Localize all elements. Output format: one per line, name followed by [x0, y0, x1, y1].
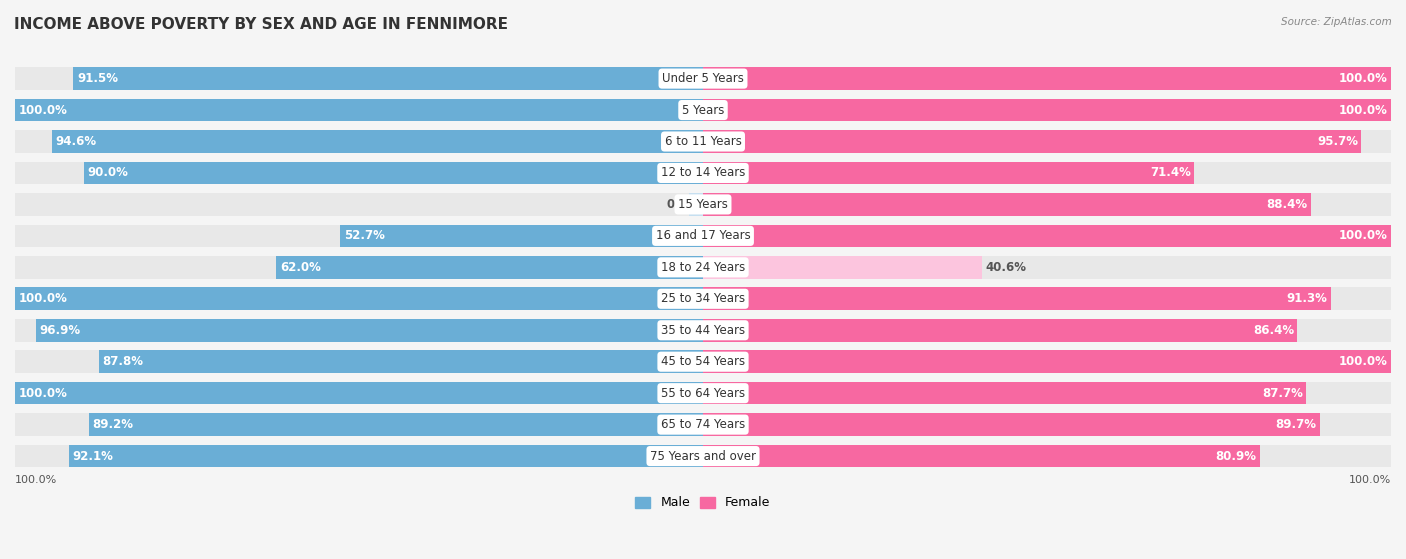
Bar [277, 256, 703, 278]
Bar [703, 99, 1391, 121]
Text: 15 Years: 15 Years [678, 198, 728, 211]
Text: 45 to 54 Years: 45 to 54 Years [661, 355, 745, 368]
Bar [703, 382, 1391, 405]
Text: 55 to 64 Years: 55 to 64 Years [661, 387, 745, 400]
Bar [703, 319, 1298, 342]
Bar [15, 382, 703, 405]
Bar [703, 413, 1320, 436]
Bar [703, 130, 1361, 153]
Text: 16 and 17 Years: 16 and 17 Years [655, 229, 751, 243]
Text: 89.7%: 89.7% [1275, 418, 1316, 431]
Bar [703, 193, 1391, 216]
Text: 100.0%: 100.0% [1339, 103, 1388, 116]
Bar [703, 130, 1391, 153]
Bar [15, 225, 703, 247]
Text: 100.0%: 100.0% [1348, 475, 1391, 485]
Bar [703, 350, 1391, 373]
Bar [703, 350, 1391, 373]
Bar [15, 287, 703, 310]
Text: 88.4%: 88.4% [1267, 198, 1308, 211]
Bar [84, 162, 703, 184]
Text: 100.0%: 100.0% [18, 292, 67, 305]
Text: 90.0%: 90.0% [87, 167, 128, 179]
Text: 96.9%: 96.9% [39, 324, 82, 337]
Bar [703, 445, 1391, 467]
Legend: Male, Female: Male, Female [630, 491, 776, 514]
Bar [15, 130, 703, 153]
Bar [689, 193, 703, 216]
Bar [15, 162, 703, 184]
Bar [703, 445, 1260, 467]
Text: 12 to 14 Years: 12 to 14 Years [661, 167, 745, 179]
Bar [703, 225, 1391, 247]
Text: 92.1%: 92.1% [73, 449, 114, 463]
Bar [703, 162, 1391, 184]
Bar [98, 350, 703, 373]
Bar [90, 413, 703, 436]
Bar [15, 445, 703, 467]
Bar [703, 287, 1391, 310]
Bar [703, 413, 1391, 436]
Bar [69, 445, 703, 467]
Bar [37, 319, 703, 342]
Bar [703, 67, 1391, 90]
Bar [703, 319, 1391, 342]
Text: 52.7%: 52.7% [344, 229, 385, 243]
Text: 89.2%: 89.2% [93, 418, 134, 431]
Bar [703, 287, 1331, 310]
Text: 62.0%: 62.0% [280, 261, 321, 274]
Text: INCOME ABOVE POVERTY BY SEX AND AGE IN FENNIMORE: INCOME ABOVE POVERTY BY SEX AND AGE IN F… [14, 17, 508, 32]
Text: 87.7%: 87.7% [1263, 387, 1303, 400]
Bar [15, 193, 703, 216]
Bar [703, 225, 1391, 247]
Text: 94.6%: 94.6% [56, 135, 97, 148]
Bar [15, 413, 703, 436]
Text: 25 to 34 Years: 25 to 34 Years [661, 292, 745, 305]
Text: 5 Years: 5 Years [682, 103, 724, 116]
Bar [15, 99, 703, 121]
Bar [15, 350, 703, 373]
Text: 71.4%: 71.4% [1150, 167, 1191, 179]
Text: 95.7%: 95.7% [1317, 135, 1358, 148]
Text: 80.9%: 80.9% [1215, 449, 1256, 463]
Bar [73, 67, 703, 90]
Text: 40.6%: 40.6% [986, 261, 1026, 274]
Text: 100.0%: 100.0% [18, 387, 67, 400]
Text: 91.3%: 91.3% [1286, 292, 1327, 305]
Bar [703, 256, 1391, 278]
Text: 100.0%: 100.0% [18, 103, 67, 116]
Text: 100.0%: 100.0% [1339, 355, 1388, 368]
Text: 100.0%: 100.0% [1339, 72, 1388, 85]
Bar [15, 382, 703, 405]
Bar [15, 67, 703, 90]
Bar [703, 193, 1312, 216]
Text: 6 to 11 Years: 6 to 11 Years [665, 135, 741, 148]
Bar [15, 319, 703, 342]
Bar [703, 162, 1194, 184]
Bar [703, 256, 983, 278]
Bar [703, 382, 1306, 405]
Bar [15, 256, 703, 278]
Text: 75 Years and over: 75 Years and over [650, 449, 756, 463]
Text: 65 to 74 Years: 65 to 74 Years [661, 418, 745, 431]
Text: Under 5 Years: Under 5 Years [662, 72, 744, 85]
Bar [52, 130, 703, 153]
Text: 87.8%: 87.8% [103, 355, 143, 368]
Text: 18 to 24 Years: 18 to 24 Years [661, 261, 745, 274]
Text: Source: ZipAtlas.com: Source: ZipAtlas.com [1281, 17, 1392, 27]
Text: 0.0%: 0.0% [666, 198, 700, 211]
Bar [703, 99, 1391, 121]
Text: 35 to 44 Years: 35 to 44 Years [661, 324, 745, 337]
Text: 91.5%: 91.5% [77, 72, 118, 85]
Bar [703, 67, 1391, 90]
Bar [340, 225, 703, 247]
Text: 86.4%: 86.4% [1253, 324, 1294, 337]
Text: 100.0%: 100.0% [15, 475, 58, 485]
Text: 100.0%: 100.0% [1339, 229, 1388, 243]
Bar [15, 99, 703, 121]
Bar [15, 287, 703, 310]
